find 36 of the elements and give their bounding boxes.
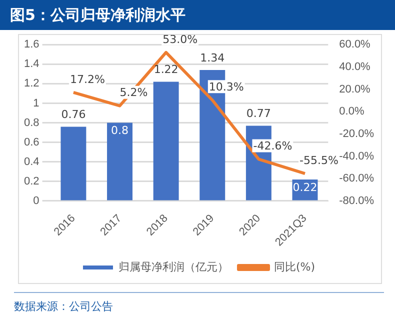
y-tick-label: 1.4 bbox=[24, 58, 40, 70]
legend-label: 归属母净利润（亿元） bbox=[118, 260, 228, 274]
y-tick-label: 1.2 bbox=[24, 78, 40, 90]
y-tick-label: 0.6 bbox=[24, 136, 40, 148]
legend-label: 同比(%) bbox=[274, 260, 316, 274]
y2-tick-label: 40.0% bbox=[339, 60, 371, 73]
y2-tick-label: 0.0% bbox=[339, 106, 364, 118]
bar bbox=[60, 126, 86, 200]
data-label: 17.2% bbox=[70, 72, 105, 86]
y-tick-label: 0.8 bbox=[24, 116, 40, 129]
source-note: 数据来源：公司公告 bbox=[14, 292, 384, 314]
data-label: -55.5% bbox=[300, 154, 338, 167]
data-label: 5.2% bbox=[120, 86, 148, 100]
y2-tick-label: 20.0% bbox=[339, 83, 371, 96]
data-label: 1.22 bbox=[154, 63, 178, 76]
y2-tick-label: 60.0% bbox=[339, 38, 371, 51]
y-tick-label: 1 bbox=[33, 97, 40, 110]
data-label: 0.8 bbox=[111, 124, 129, 138]
y2-tick-label: -80.0% bbox=[339, 195, 374, 208]
data-label: 0.22 bbox=[292, 180, 318, 194]
bar bbox=[107, 122, 132, 200]
data-label: -42.6% bbox=[253, 140, 292, 153]
y-tick-label: 0.2 bbox=[24, 175, 40, 188]
data-label: 0.77 bbox=[246, 107, 271, 120]
y2-tick-label: -40.0% bbox=[339, 150, 374, 162]
bar bbox=[153, 82, 179, 200]
y-tick-label: 1.6 bbox=[24, 38, 40, 51]
data-label: 0.76 bbox=[61, 108, 86, 122]
y-tick-label: 0.4 bbox=[24, 156, 40, 168]
y-tick-label: 0 bbox=[33, 195, 40, 208]
data-label: 1.34 bbox=[200, 51, 225, 64]
chart-title: 图5：公司归母净利润水平 bbox=[0, 0, 395, 30]
data-label: 10.3% bbox=[208, 80, 244, 94]
y2-tick-label: -60.0% bbox=[339, 172, 374, 185]
y2-tick-label: -20.0% bbox=[339, 128, 374, 140]
data-label: 53.0% bbox=[162, 32, 198, 46]
